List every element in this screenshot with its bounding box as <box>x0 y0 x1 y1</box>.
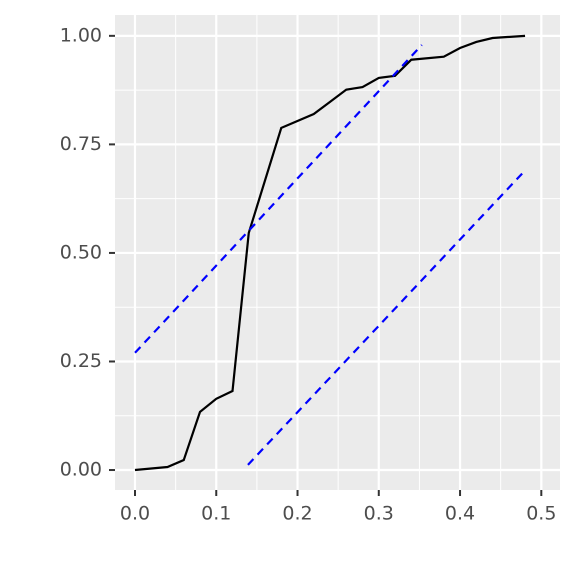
x-tick-label: 0.1 <box>201 503 231 525</box>
y-tick-label: 0.75 <box>60 133 102 155</box>
series-line <box>134 34 526 472</box>
y-tick-label: 0.50 <box>60 241 102 263</box>
x-tick-label: 0.0 <box>120 503 150 525</box>
y-tick-label: 0.00 <box>60 459 102 481</box>
x-tick-label: 0.3 <box>364 503 394 525</box>
x-tick-label: 0.5 <box>526 503 556 525</box>
x-tick-label: 0.4 <box>445 503 475 525</box>
series-line <box>247 172 524 466</box>
y-tick-label: 1.00 <box>60 24 102 46</box>
series-line <box>134 44 423 354</box>
y-tick-label: 0.25 <box>60 350 102 372</box>
x-tick-label: 0.2 <box>282 503 312 525</box>
